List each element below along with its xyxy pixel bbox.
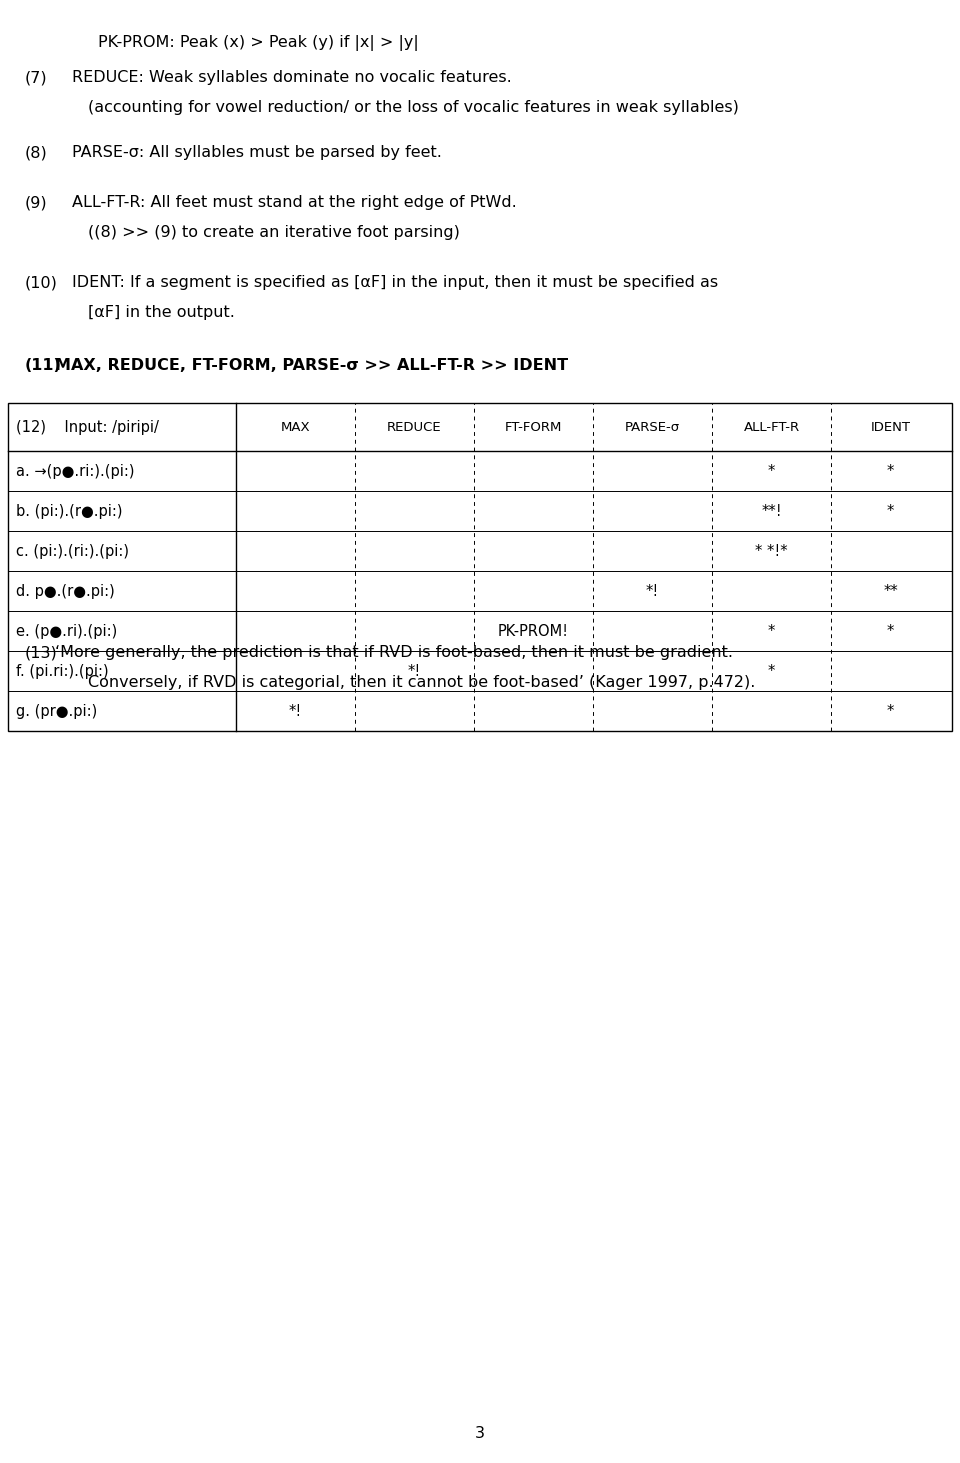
Text: MAX: MAX — [280, 420, 310, 433]
Text: b. (pi:).(r●.pi:): b. (pi:).(r●.pi:) — [16, 503, 123, 518]
Text: [αF] in the output.: [αF] in the output. — [88, 304, 235, 320]
Text: REDUCE: REDUCE — [387, 420, 442, 433]
Text: e. (p●.ri).(pi:): e. (p●.ri).(pi:) — [16, 623, 117, 638]
Text: *!: *! — [289, 704, 302, 718]
Text: ((8) >> (9) to create an iterative foot parsing): ((8) >> (9) to create an iterative foot … — [88, 225, 460, 240]
Text: PK-PROM!: PK-PROM! — [498, 623, 569, 638]
Text: ALL-FT-R: All feet must stand at the right edge of PtWd.: ALL-FT-R: All feet must stand at the rig… — [72, 195, 516, 211]
Text: ‘More generally, the prediction is that if RVD is foot-based, then it must be gr: ‘More generally, the prediction is that … — [55, 645, 733, 660]
Text: * *!*: * *!* — [756, 543, 788, 559]
Text: IDENT: If a segment is specified as [αF] in the input, then it must be specified: IDENT: If a segment is specified as [αF]… — [72, 275, 718, 290]
Text: PARSE-σ: PARSE-σ — [625, 420, 680, 433]
Text: REDUCE: Weak syllables dominate no vocalic features.: REDUCE: Weak syllables dominate no vocal… — [72, 70, 512, 85]
Text: *!: *! — [408, 664, 421, 679]
Text: f. (pi.ri:).(pi:): f. (pi.ri:).(pi:) — [16, 664, 108, 679]
Text: *: * — [768, 464, 775, 478]
Text: *!: *! — [646, 584, 660, 598]
Text: *: * — [887, 623, 894, 638]
Text: (13): (13) — [25, 645, 58, 660]
Text: ALL-FT-R: ALL-FT-R — [743, 420, 800, 433]
Text: *: * — [887, 503, 894, 518]
Text: *: * — [768, 664, 775, 679]
Text: *: * — [887, 704, 894, 718]
Text: (9): (9) — [25, 195, 48, 211]
Text: g. (pr●.pi:): g. (pr●.pi:) — [16, 704, 97, 718]
Text: *: * — [768, 623, 775, 638]
Text: Conversely, if RVD is categorial, then it cannot be foot-based’ (Kager 1997, p.4: Conversely, if RVD is categorial, then i… — [88, 674, 756, 691]
Text: IDENT: IDENT — [871, 420, 910, 433]
Text: (10): (10) — [25, 275, 58, 290]
Text: c. (pi:).(ri:).(pi:): c. (pi:).(ri:).(pi:) — [16, 543, 129, 559]
Text: (7): (7) — [25, 70, 48, 85]
Text: (8): (8) — [25, 145, 48, 159]
Text: PK-PROM: Peak (x) > Peak (y) if |x| > |y|: PK-PROM: Peak (x) > Peak (y) if |x| > |y… — [98, 35, 419, 51]
Text: *: * — [887, 464, 894, 478]
Text: **: ** — [883, 584, 898, 598]
Text: MAX, REDUCE, FT-FORM, PARSE-σ >> ALL-FT-R >> IDENT: MAX, REDUCE, FT-FORM, PARSE-σ >> ALL-FT-… — [55, 358, 568, 373]
Text: PARSE-σ: All syllables must be parsed by feet.: PARSE-σ: All syllables must be parsed by… — [72, 145, 442, 159]
Text: **!: **! — [761, 503, 781, 518]
Text: a. →(p●.ri:).(pi:): a. →(p●.ri:).(pi:) — [16, 464, 134, 478]
Text: d. p●.(r●.pi:): d. p●.(r●.pi:) — [16, 584, 115, 598]
Text: (accounting for vowel reduction/ or the loss of vocalic features in weak syllabl: (accounting for vowel reduction/ or the … — [88, 99, 739, 116]
Text: 3: 3 — [475, 1426, 485, 1441]
Text: (11): (11) — [25, 358, 61, 373]
Text: FT-FORM: FT-FORM — [505, 420, 563, 433]
Text: (12)    Input: /piripi/: (12) Input: /piripi/ — [16, 420, 158, 435]
Bar — [8, 402, 952, 732]
